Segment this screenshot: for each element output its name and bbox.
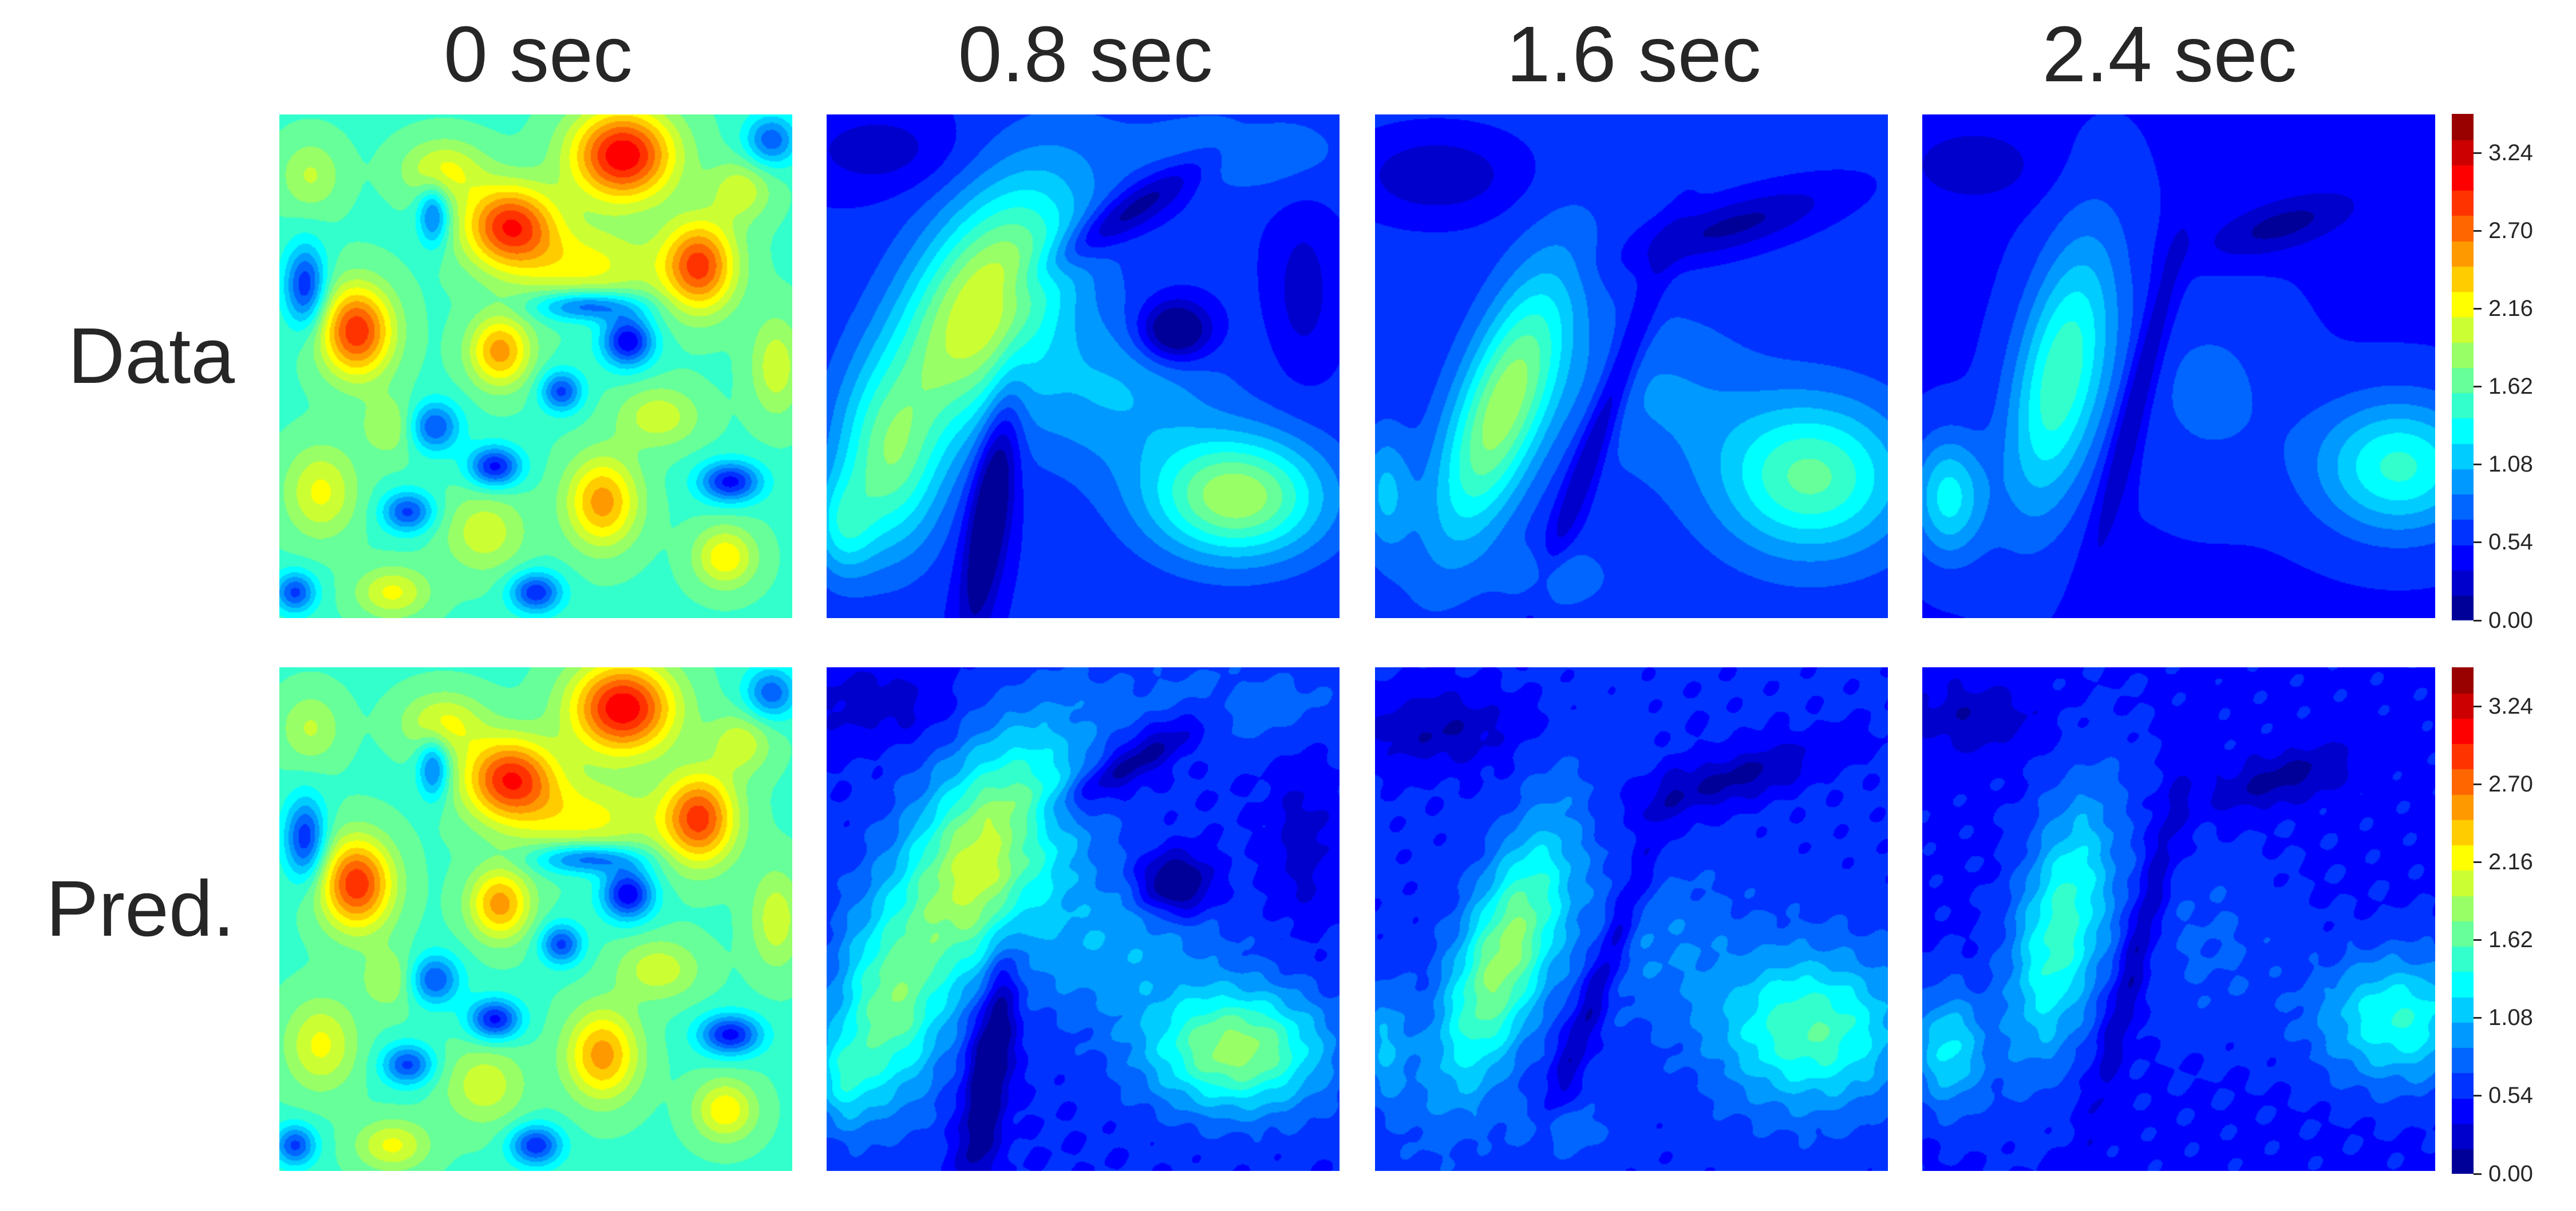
row-label-pred: Pred. bbox=[46, 865, 235, 953]
heatmap-pred-2-4sec bbox=[1922, 667, 2435, 1171]
colorbar-tick-mark bbox=[2474, 464, 2482, 466]
heatmap-data-0-8sec bbox=[827, 114, 1340, 618]
colorbar-tick: 1.08 bbox=[2474, 1004, 2533, 1032]
colorbar-tick-label: 2.70 bbox=[2488, 217, 2533, 243]
colorbar-tick-label: 1.62 bbox=[2488, 927, 2533, 953]
colorbar-tick: 0.00 bbox=[2474, 1159, 2533, 1188]
heatmap-pred-1-6sec bbox=[1375, 667, 1888, 1171]
colorbar-tick-mark bbox=[2474, 939, 2482, 941]
colorbar-data bbox=[2452, 114, 2474, 620]
column-title-2-4sec: 2.4 sec bbox=[2042, 10, 2297, 98]
colorbar-tick-mark bbox=[2474, 229, 2482, 232]
colorbar-tick-mark bbox=[2474, 307, 2482, 310]
colorbar-tick: 2.70 bbox=[2474, 770, 2533, 798]
colorbar-tick: 3.24 bbox=[2474, 692, 2533, 721]
colorbar-ticks-data: 3.24 2.70 2.16 1.62 1.08 0.54 0.00 bbox=[2474, 114, 2576, 633]
colorbar-tick-label: 0.00 bbox=[2488, 1161, 2533, 1186]
heatmap-data-1-6sec bbox=[1375, 114, 1888, 618]
column-title-0-8sec: 0.8 sec bbox=[958, 10, 1213, 98]
colorbar-tick: 2.16 bbox=[2474, 294, 2533, 323]
colorbar-tick: 0.54 bbox=[2474, 528, 2533, 557]
colorbar-tick-mark bbox=[2474, 541, 2482, 544]
colorbar-tick-label: 0.00 bbox=[2488, 607, 2533, 633]
heatmap-data-0sec bbox=[279, 114, 792, 618]
colorbar-tick-label: 3.24 bbox=[2488, 693, 2533, 719]
colorbar-tick-label: 1.08 bbox=[2488, 1005, 2533, 1031]
colorbar-tick: 2.70 bbox=[2474, 216, 2533, 245]
colorbar-tick-label: 0.54 bbox=[2488, 1083, 2533, 1109]
colorbar-tick-mark bbox=[2474, 783, 2482, 785]
colorbar-tick-mark bbox=[2474, 861, 2482, 863]
colorbar-tick-mark bbox=[2474, 152, 2482, 154]
colorbar-tick-mark bbox=[2474, 619, 2482, 622]
colorbar-tick: 2.16 bbox=[2474, 848, 2533, 876]
heatmap-pred-0sec bbox=[279, 667, 792, 1171]
colorbar-tick-label: 0.54 bbox=[2488, 529, 2533, 555]
colorbar-tick: 0.00 bbox=[2474, 606, 2533, 635]
colorbar-tick-mark bbox=[2474, 1095, 2482, 1097]
colorbar-tick: 1.08 bbox=[2474, 450, 2533, 479]
colorbar-tick-label: 1.08 bbox=[2488, 452, 2533, 477]
colorbar-tick: 1.62 bbox=[2474, 926, 2533, 955]
colorbar-tick-label: 2.16 bbox=[2488, 295, 2533, 321]
colorbar-tick-label: 2.70 bbox=[2488, 771, 2533, 797]
column-title-0sec: 0 sec bbox=[444, 10, 633, 98]
heatmap-data-2-4sec bbox=[1922, 114, 2435, 618]
colorbar-tick-mark bbox=[2474, 1017, 2482, 1019]
colorbar-tick-label: 1.62 bbox=[2488, 374, 2533, 399]
colorbar-tick: 1.62 bbox=[2474, 373, 2533, 401]
colorbar-pred bbox=[2452, 667, 2474, 1174]
colorbar-tick-mark bbox=[2474, 386, 2482, 388]
colorbar-ticks-pred: 3.24 2.70 2.16 1.62 1.08 0.54 0.00 bbox=[2474, 667, 2576, 1186]
colorbar-tick-label: 3.24 bbox=[2488, 140, 2533, 165]
column-title-1-6sec: 1.6 sec bbox=[1506, 10, 1761, 98]
row-label-data: Data bbox=[68, 312, 235, 400]
colorbar-tick-mark bbox=[2474, 1173, 2482, 1175]
colorbar-tick-mark bbox=[2474, 705, 2482, 707]
heatmap-pred-0-8sec bbox=[827, 667, 1340, 1171]
colorbar-tick: 0.54 bbox=[2474, 1082, 2533, 1110]
colorbar-tick: 3.24 bbox=[2474, 138, 2533, 167]
colorbar-tick-label: 2.16 bbox=[2488, 849, 2533, 874]
